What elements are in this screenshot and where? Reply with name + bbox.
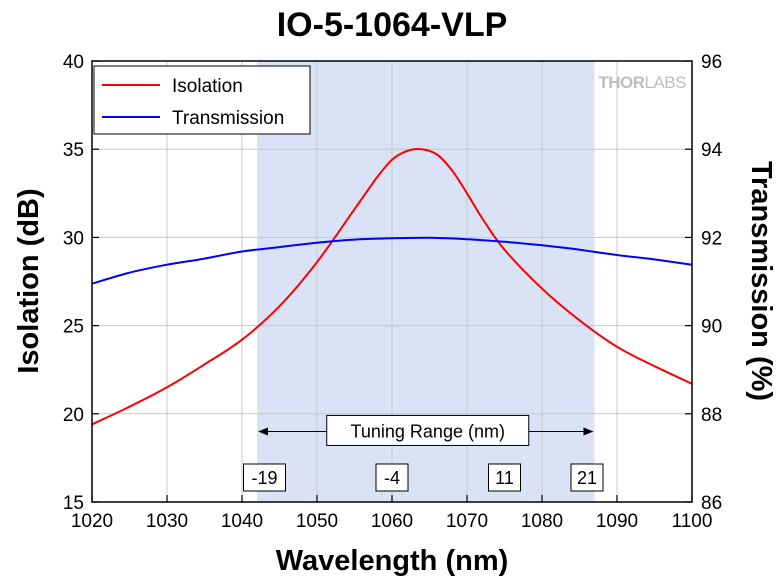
brand-light: LABS	[645, 73, 687, 92]
tuning-range-arrow-left	[258, 427, 268, 436]
tuning-value-label: -19	[251, 468, 277, 488]
y-right-tick-label: 90	[701, 317, 722, 338]
y-left-tick-label: 35	[63, 140, 84, 161]
tuning-value-box	[570, 463, 604, 492]
x-tick-label: 1100	[672, 511, 713, 532]
tuning-value-box	[375, 463, 409, 492]
x-tick-label: 1020	[71, 511, 113, 532]
x-axis-label: Wavelength (nm)	[276, 545, 509, 577]
x-tick-label: 1080	[521, 511, 563, 532]
tuning-value-label: 11	[495, 468, 514, 488]
series-line-isolation	[91, 147, 693, 426]
y-right-tick-label: 96	[701, 52, 722, 73]
x-tick-label: 1060	[371, 511, 413, 532]
y-left-tick-label: 30	[63, 228, 84, 249]
y-right-tick-label: 86	[701, 493, 722, 514]
tick-layer: 1020 1030 1040 1050 1060 1070 1080 1090 1100 15 20…	[63, 52, 723, 532]
y-axis-right-label: Transmission (%)	[745, 161, 777, 401]
tuning-value-box	[243, 463, 286, 492]
x-tick-label: 1030	[146, 511, 188, 532]
x-tick-label: 1040	[221, 511, 263, 532]
y-left-tick-label: 40	[63, 52, 84, 73]
legend: Isolation Transmission	[93, 65, 311, 135]
tuning-range-label: Tuning Range (nm)	[351, 421, 505, 441]
svg-text:THORLABS: THORLABS	[598, 73, 686, 92]
tuning-value-label: 21	[577, 468, 597, 488]
y-axis-left-label: Isolation (dB)	[13, 188, 45, 373]
y-right-tick-label: 88	[701, 405, 722, 426]
tuning-range-label-box	[326, 414, 530, 446]
brand-watermark: THORLABS	[598, 73, 686, 92]
y-right-tick-label: 92	[701, 228, 722, 249]
series-layer	[91, 147, 693, 426]
tuning-value-box	[488, 463, 521, 492]
y-left-tick-label: 15	[63, 493, 84, 514]
y-left-tick-label: 25	[63, 317, 84, 338]
x-tick-label: 1070	[446, 511, 488, 532]
legend-label-isolation: Isolation	[172, 76, 243, 97]
brand-bold: THOR	[598, 73, 644, 92]
y-right-tick-label: 94	[701, 140, 723, 161]
tuning-range-arrow-right	[583, 427, 594, 436]
series-line-transmission	[91, 236, 693, 285]
tuning-value-label: -4	[384, 468, 400, 488]
x-tick-label: 1050	[296, 511, 338, 532]
y-left-tick-label: 20	[63, 405, 84, 426]
legend-box	[93, 65, 311, 135]
x-tick-label: 1090	[596, 511, 638, 532]
chart-title: IO-5-1064-VLP	[277, 6, 508, 44]
legend-label-transmission: Transmission	[172, 108, 284, 129]
tuning-range-annotation: Tuning Range (nm) -19 -4 11 21	[243, 414, 604, 492]
